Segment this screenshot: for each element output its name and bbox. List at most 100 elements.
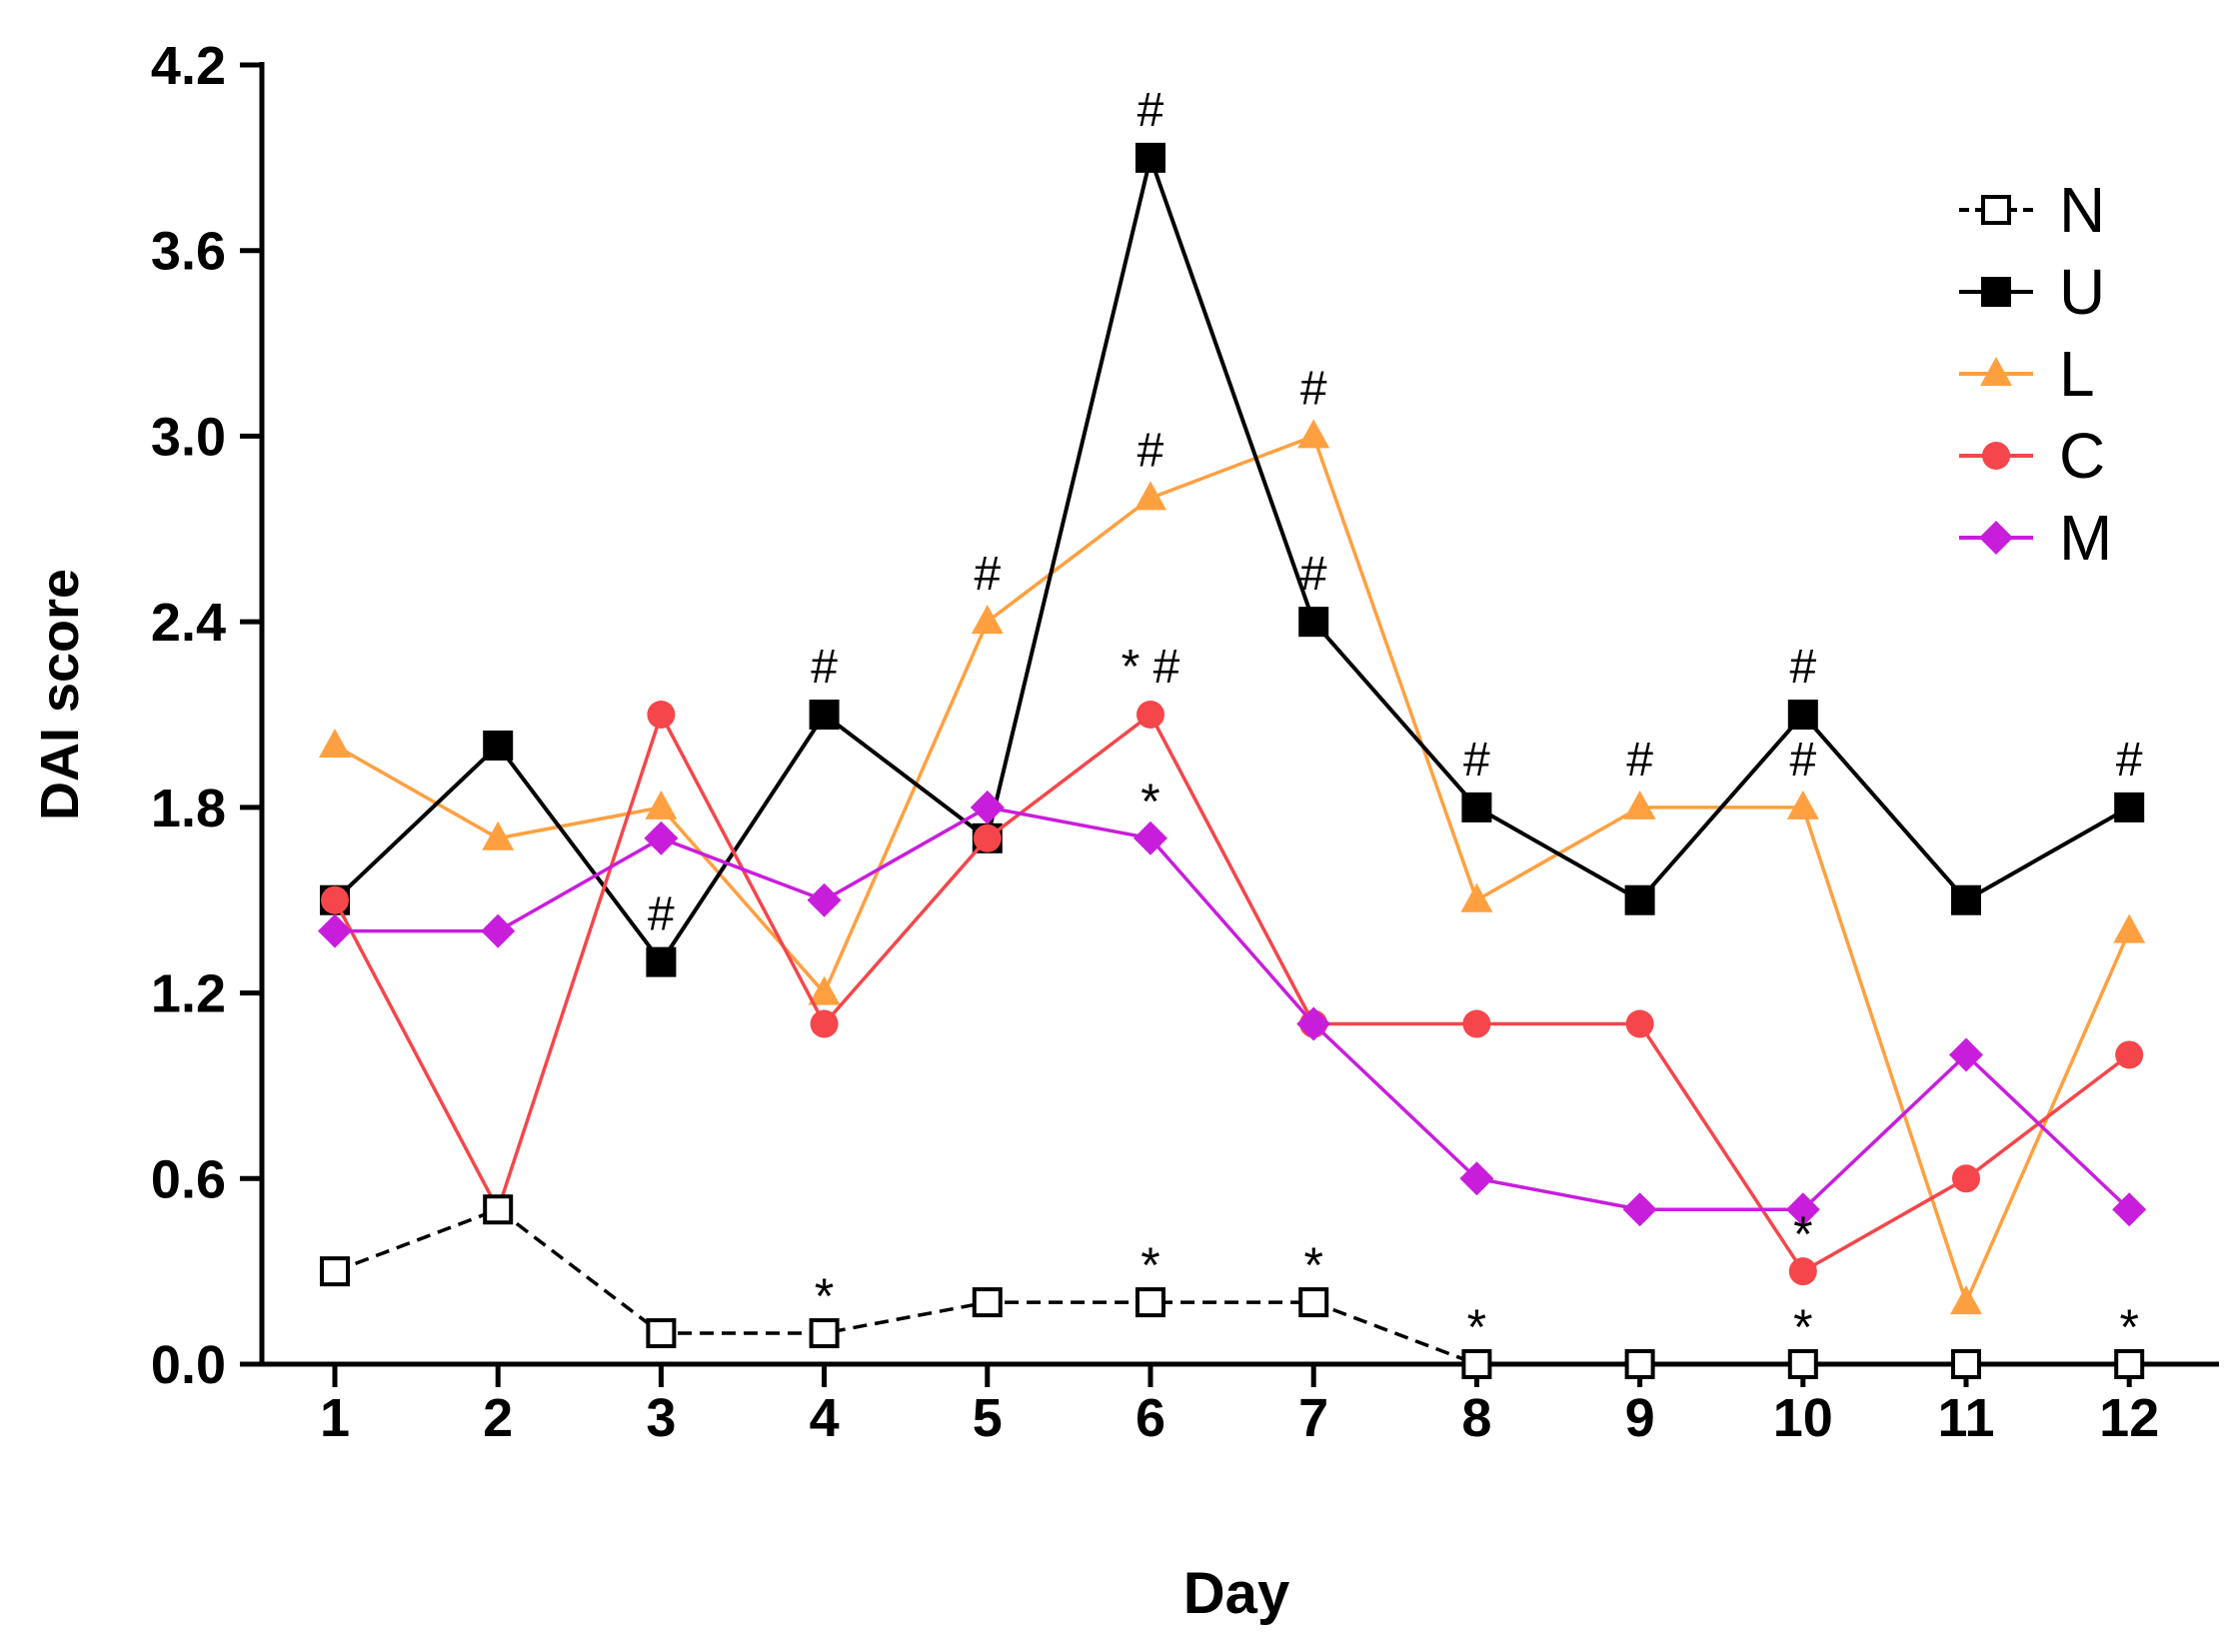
data-point-n: [972, 1287, 1003, 1318]
significance-hash: #: [2116, 734, 2143, 787]
legend-label: L: [2059, 338, 2095, 410]
data-point-u: [2114, 792, 2145, 823]
data-point-l: [808, 975, 841, 1005]
data-point-c: [1625, 1009, 1654, 1038]
data-point-u: [1298, 607, 1329, 638]
data-point-n: [1135, 1287, 1165, 1318]
data-point-l: [2113, 913, 2146, 943]
data-point-m: [318, 913, 352, 948]
data-point-u: [1135, 142, 1165, 173]
legend-item-u: U: [1959, 256, 2105, 328]
data-point-c: [2115, 1040, 2144, 1069]
data-point-l: [1950, 1285, 1982, 1315]
legend-label: C: [2059, 420, 2105, 492]
series-n: [320, 1194, 2145, 1379]
significance-hash: #: [1626, 734, 1653, 787]
significance-star: *: [1140, 1237, 1159, 1293]
legend-marker-c: [1982, 442, 2010, 470]
data-point-n: [809, 1318, 840, 1349]
y-tick-label: 4.2: [151, 36, 226, 96]
data-point-m: [1622, 1192, 1657, 1227]
series-line-m: [335, 806, 2131, 1211]
x-axis-title: Day: [1183, 1561, 1289, 1626]
x-tick-label: 12: [2099, 1388, 2159, 1448]
data-point-c: [973, 824, 1002, 852]
data-point-m: [970, 790, 1005, 825]
x-tick-label: 1: [320, 1388, 350, 1448]
data-point-l: [1134, 481, 1166, 511]
y-tick-label: 0.0: [151, 1335, 226, 1395]
legend-item-c: C: [1959, 420, 2105, 492]
data-point-u: [1624, 884, 1655, 915]
data-point-n: [1951, 1349, 1981, 1379]
significance-hash: #: [1137, 424, 1164, 477]
significance-hash: #: [811, 641, 838, 694]
series-line-l: [334, 434, 2131, 1304]
significance-hash: #: [1300, 548, 1327, 601]
legend-marker-n: [1981, 195, 2011, 225]
x-tick-label: 3: [646, 1388, 676, 1448]
legend-marker-l: [1980, 357, 2012, 386]
y-tick-label: 1.2: [151, 964, 226, 1024]
data-point-n: [1298, 1287, 1329, 1318]
data-point-c: [1952, 1164, 1980, 1193]
significance-hash: * #: [1121, 641, 1180, 694]
data-point-u: [1787, 700, 1818, 730]
data-point-n: [1461, 1349, 1492, 1379]
series-line-n: [334, 1207, 2130, 1366]
x-tick-label: 8: [1461, 1388, 1491, 1448]
y-tick-label: 3.6: [151, 222, 226, 282]
significance-star: *: [1467, 1299, 1486, 1355]
y-tick-label: 1.8: [151, 779, 226, 838]
data-point-n: [320, 1256, 350, 1287]
data-point-m: [644, 821, 679, 855]
data-point-u: [1951, 884, 1981, 915]
data-point-c: [647, 701, 676, 729]
data-point-c: [1136, 701, 1164, 729]
y-axis-title: DAI score: [30, 569, 90, 821]
legend-item-l: L: [1959, 338, 2095, 410]
legend-label: N: [2059, 174, 2105, 246]
legend-item-n: N: [1959, 174, 2105, 246]
data-point-c: [810, 1009, 839, 1038]
y-ticks: 0.0 0.6 1.2 1.8 2.4 3.0 3.6 4.2: [151, 36, 262, 1395]
data-point-m: [1949, 1037, 1983, 1072]
x-tick-label: 7: [1298, 1388, 1328, 1448]
data-point-c: [1462, 1009, 1491, 1038]
significance-hash: #: [648, 888, 675, 941]
significance-hash: #: [1137, 84, 1164, 137]
significance-star: *: [815, 1268, 834, 1324]
data-point-l: [1460, 882, 1493, 912]
significance-hash: #: [1789, 734, 1816, 787]
data-point-m: [1459, 1161, 1494, 1196]
data-point-m: [2112, 1192, 2147, 1227]
x-ticks: 1 2 3 4 5 6 7 8 9 10 11 12: [320, 1364, 2159, 1448]
significance-hash: #: [1789, 641, 1816, 694]
data-point-u: [483, 730, 514, 761]
series-line-u: [333, 155, 2131, 964]
data-point-m: [1133, 821, 1167, 855]
data-point-m: [481, 913, 516, 948]
x-tick-label: 10: [1773, 1388, 1833, 1448]
data-point-u: [809, 700, 840, 730]
data-point-m: [1785, 1192, 1820, 1227]
legend-label: U: [2059, 256, 2105, 328]
series-m: [318, 790, 2147, 1227]
series-l: [319, 419, 2146, 1315]
data-point-l: [482, 821, 515, 850]
x-tick-label: 4: [810, 1388, 840, 1448]
series-line-c: [333, 713, 2131, 1273]
significance-hash: #: [1463, 734, 1490, 787]
data-point-l: [1786, 790, 1819, 820]
y-tick-label: 3.0: [151, 407, 226, 467]
x-tick-label: 9: [1625, 1388, 1655, 1448]
significance-star: *: [2119, 1299, 2138, 1355]
data-point-n: [646, 1318, 677, 1349]
significance-star: *: [1140, 774, 1159, 829]
data-point-m: [807, 882, 842, 917]
legend-marker-m: [1979, 521, 2013, 555]
x-tick-label: 11: [1937, 1388, 1994, 1448]
data-point-l: [645, 790, 678, 820]
